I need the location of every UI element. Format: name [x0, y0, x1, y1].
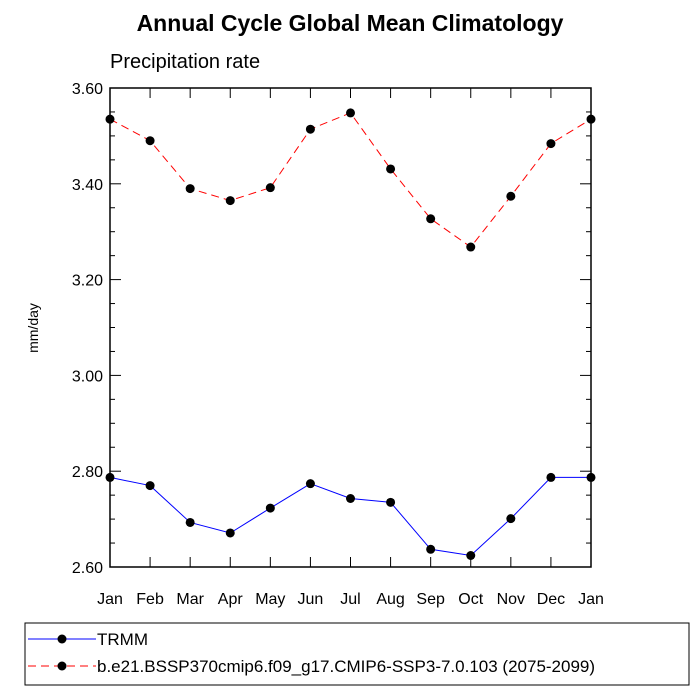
x-tick-label: Aug [376, 591, 404, 608]
legend-box [24, 622, 690, 686]
y-axis-label: mm/day [25, 303, 41, 353]
x-tick-label: Mar [176, 591, 204, 608]
data-point [426, 214, 436, 224]
data-point [265, 503, 275, 513]
axis-ticks: Jan Feb Mar Apr May Jun Jul Aug Sep Oct Nov Dec Jan 2… [72, 81, 604, 608]
x-tick-label: Feb [136, 591, 164, 608]
y-tick-label: 3.20 [72, 273, 103, 290]
data-point [546, 472, 556, 482]
data-point [386, 164, 396, 174]
x-tick-label: Jul [340, 591, 360, 608]
legend-marker [57, 634, 67, 644]
y-tick-label: 2.80 [72, 464, 103, 481]
data-point [225, 528, 235, 538]
legend-marker [57, 661, 67, 671]
data-point [466, 242, 476, 252]
data-point [466, 551, 476, 561]
data-point [346, 494, 355, 504]
data-point [305, 479, 315, 489]
data-point [386, 497, 396, 507]
x-tick-label: Jan [578, 591, 604, 608]
data-point [265, 183, 275, 193]
x-tick-label: Dec [537, 591, 565, 608]
y-tick-label: 3.40 [72, 177, 103, 194]
y-tick-label: 3.60 [72, 81, 103, 98]
legend: TRMM b.e21.BSSP370cmip6.f09_g17.CMIP6-SSP… [28, 630, 595, 676]
x-tick-label: Apr [218, 591, 244, 608]
data-point [346, 108, 355, 118]
series-line-0 [109, 476, 591, 557]
x-tick-label: Nov [497, 591, 525, 608]
data-point [185, 184, 195, 194]
data-point [506, 191, 516, 201]
data-point [305, 124, 315, 134]
x-tick-label: May [255, 591, 285, 608]
chart-title: Annual Cycle Global Mean Climatology [137, 10, 564, 36]
data-point [105, 114, 115, 124]
x-tick-label: Oct [458, 591, 483, 608]
y-tick-label: 2.60 [72, 560, 103, 577]
y-tick-label: 3.00 [72, 368, 103, 385]
x-tick-label: Jun [298, 591, 324, 608]
data-point [426, 544, 436, 554]
x-tick-label: Sep [416, 591, 445, 608]
data-point [145, 136, 155, 146]
chart-subtitle: Precipitation rate [110, 51, 260, 73]
series-layer [105, 108, 596, 561]
series-line-1 [109, 112, 592, 248]
data-point [586, 472, 596, 482]
legend-label: b.e21.BSSP370cmip6.f09_g17.CMIP6-SSP3-7.… [97, 657, 595, 676]
data-point [586, 114, 596, 124]
data-point [145, 481, 155, 491]
x-tick-label: Jan [97, 591, 123, 608]
data-point [546, 139, 556, 149]
data-point [185, 517, 195, 527]
data-point [225, 196, 235, 206]
legend-label: TRMM [97, 630, 148, 649]
data-point [105, 472, 115, 482]
data-point [506, 514, 516, 524]
